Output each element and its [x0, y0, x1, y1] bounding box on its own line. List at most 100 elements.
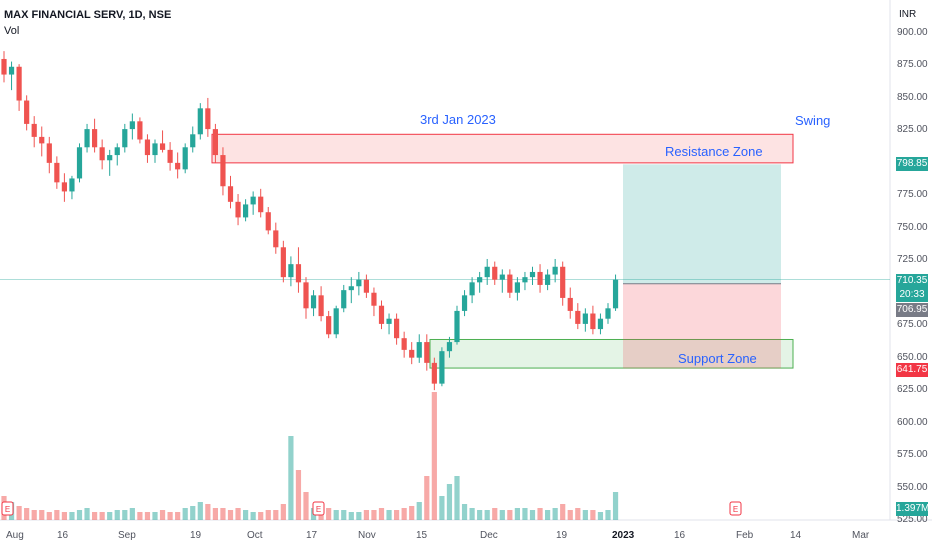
candle-body — [590, 313, 596, 330]
candle-body — [348, 286, 354, 291]
risk-zone — [623, 283, 781, 369]
candle-body — [122, 129, 128, 148]
volume-bar — [182, 508, 188, 520]
resistance-zone — [211, 133, 794, 164]
candle-body — [529, 271, 536, 278]
time-tick-label: 16 — [674, 530, 686, 541]
candle-body — [92, 129, 98, 148]
time-tick-label: Dec — [480, 530, 498, 541]
volume-bar — [605, 510, 611, 520]
last-price-tag: 710.35 — [896, 274, 928, 288]
resistance-zone-label: Resistance Zone — [665, 144, 763, 159]
candle-body — [212, 129, 218, 156]
candle-body — [250, 196, 256, 205]
candle-body — [129, 121, 135, 130]
volume-bar — [597, 512, 604, 520]
volume-bar — [590, 510, 596, 520]
candle-body — [605, 308, 611, 319]
volume-bar — [159, 510, 166, 520]
candle-body — [273, 230, 279, 248]
candle-body — [575, 310, 581, 324]
candle-body — [197, 108, 203, 135]
price-tick-label: 725.00 — [897, 254, 928, 266]
candle-body — [31, 123, 37, 137]
candle-body — [39, 136, 45, 144]
price-tick-label: 900.00 — [897, 27, 928, 38]
candle-body — [16, 66, 22, 101]
price-tick-label: 675.00 — [897, 319, 928, 331]
volume-bar — [545, 510, 551, 520]
candle-body — [318, 295, 324, 317]
time-tick-label: 15 — [416, 530, 428, 541]
entry-price-tag: 706.95 — [896, 303, 928, 317]
candle-body — [545, 274, 551, 285]
earnings-marker-label: E — [5, 505, 10, 514]
candle-body — [401, 338, 407, 350]
volume-bar — [409, 506, 415, 520]
volume-bar — [175, 512, 181, 520]
volume-bar — [371, 510, 377, 520]
time-tick-label: 16 — [57, 530, 69, 541]
volume-bar — [431, 392, 437, 520]
candle-body — [567, 297, 573, 311]
candle-body — [107, 155, 113, 161]
volume-bar — [454, 476, 460, 520]
price-tick-label: 650.00 — [897, 351, 928, 363]
time-tick-label: Feb — [736, 530, 754, 541]
candle-body — [431, 362, 437, 384]
candle-body — [1, 58, 7, 75]
volume-bar — [99, 512, 105, 520]
volume-bar — [439, 496, 445, 520]
candle-body — [394, 318, 400, 339]
support-zone — [429, 338, 794, 369]
target-price-tag: 798.85 — [896, 157, 928, 171]
earnings-marker — [312, 501, 325, 516]
candle-body — [582, 313, 588, 324]
time-tick-label: Aug — [6, 530, 24, 541]
candle-body — [24, 100, 30, 124]
time-tick-label: 2023 — [612, 530, 635, 541]
volume-bar — [567, 510, 573, 520]
candle-body — [477, 277, 483, 283]
volume-bar — [227, 510, 234, 520]
candle-body — [522, 277, 528, 283]
volume-bar — [363, 510, 369, 520]
time-tick-label: 17 — [306, 530, 318, 541]
price-tick-label: 875.00 — [897, 59, 928, 71]
volume-bar — [416, 502, 422, 520]
volume-bar — [582, 510, 588, 520]
price-tick-label: 550.00 — [897, 481, 928, 493]
volume-label: Vol — [4, 25, 20, 37]
volume-bar — [522, 508, 528, 520]
volume-bar — [212, 508, 218, 520]
price-tick-label: 750.00 — [897, 221, 928, 233]
volume-bar — [378, 508, 385, 520]
candle-body — [514, 282, 520, 293]
candle-body — [99, 147, 105, 161]
candle-body — [469, 282, 475, 296]
volume-bar — [137, 512, 143, 520]
volume-bar — [54, 510, 60, 520]
candle-body — [499, 274, 505, 280]
volume-bar — [69, 512, 75, 520]
volume-bar — [76, 510, 83, 520]
volume-bar — [394, 510, 400, 520]
stop-price-tag: 641.75 — [896, 363, 928, 377]
candle-body — [190, 134, 196, 148]
price-tick-label: 825.00 — [897, 124, 928, 136]
volume-bar — [537, 508, 543, 520]
currency-label: INR — [899, 9, 917, 20]
price-tick-label: 850.00 — [897, 91, 928, 103]
candle-body — [280, 247, 286, 278]
candle-body — [46, 143, 52, 163]
time-tick-label: 19 — [556, 530, 568, 541]
volume-bar — [258, 512, 264, 520]
volume-bar — [92, 512, 98, 520]
volume-bar — [499, 510, 505, 520]
candle-body — [159, 143, 166, 150]
date-annotation: 3rd Jan 2023 — [420, 112, 496, 127]
candle-body — [220, 155, 226, 187]
candle-body — [612, 279, 619, 309]
candle-body — [235, 201, 241, 218]
